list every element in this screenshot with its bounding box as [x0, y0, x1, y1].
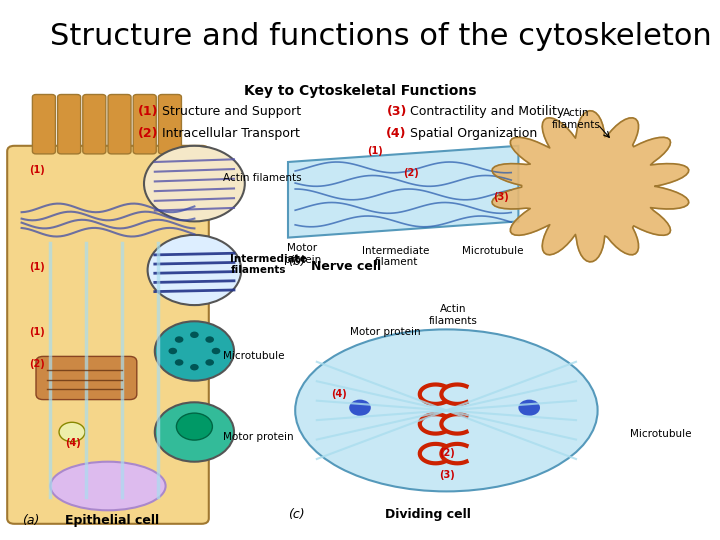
Text: (2): (2) [138, 127, 158, 140]
Circle shape [518, 400, 540, 416]
Text: Intermediate
filament: Intermediate filament [362, 246, 430, 267]
FancyBboxPatch shape [83, 94, 106, 154]
FancyBboxPatch shape [158, 94, 181, 154]
Circle shape [168, 348, 177, 354]
Text: Intracellular Transport: Intracellular Transport [162, 127, 300, 140]
Text: (3): (3) [387, 105, 407, 118]
Text: (4): (4) [331, 389, 347, 399]
Text: Contractility and Motility: Contractility and Motility [410, 105, 564, 118]
Text: (2): (2) [29, 359, 45, 369]
Circle shape [190, 332, 199, 338]
Text: Spatial Organization: Spatial Organization [410, 127, 538, 140]
FancyBboxPatch shape [58, 94, 81, 154]
Text: Dividing cell: Dividing cell [385, 508, 472, 522]
Circle shape [176, 413, 212, 440]
Text: Microtubule: Microtubule [630, 429, 691, 440]
Text: (c): (c) [288, 508, 305, 522]
Text: (2): (2) [403, 167, 419, 178]
Text: (b): (b) [288, 254, 305, 268]
Circle shape [148, 235, 241, 305]
Circle shape [59, 422, 85, 442]
Circle shape [175, 336, 184, 343]
Circle shape [155, 402, 234, 462]
Circle shape [212, 348, 220, 354]
Text: Structure and functions of the cytoskeleton: Structure and functions of the cytoskele… [50, 22, 712, 51]
FancyBboxPatch shape [7, 146, 209, 524]
Text: Intermediate
filaments: Intermediate filaments [230, 254, 307, 275]
Text: Motor protein: Motor protein [350, 327, 420, 337]
Text: (3): (3) [439, 470, 455, 480]
Text: Motor protein: Motor protein [223, 433, 294, 442]
Text: (1): (1) [29, 262, 45, 272]
Circle shape [155, 321, 234, 381]
Circle shape [190, 364, 199, 370]
FancyBboxPatch shape [32, 94, 55, 154]
Text: (1): (1) [29, 327, 45, 337]
FancyBboxPatch shape [133, 94, 156, 154]
Circle shape [349, 400, 371, 416]
Circle shape [144, 146, 245, 221]
Text: Epithelial cell: Epithelial cell [65, 514, 159, 527]
Ellipse shape [295, 329, 598, 491]
Text: (1): (1) [138, 105, 158, 118]
Text: Actin
filaments: Actin filaments [429, 305, 478, 326]
Text: (2): (2) [439, 448, 455, 458]
FancyBboxPatch shape [108, 94, 131, 154]
Text: (1): (1) [367, 146, 383, 156]
Text: (4): (4) [387, 127, 407, 140]
Text: Actin
filaments: Actin filaments [552, 108, 600, 130]
Text: (4): (4) [65, 437, 81, 448]
Text: Structure and Support: Structure and Support [162, 105, 301, 118]
FancyBboxPatch shape [36, 356, 137, 400]
Circle shape [175, 359, 184, 366]
Polygon shape [288, 146, 518, 238]
Text: (a): (a) [22, 514, 39, 527]
Text: Motor
protein: Motor protein [284, 243, 321, 265]
Circle shape [205, 336, 214, 343]
Polygon shape [492, 111, 689, 262]
Text: Nerve cell: Nerve cell [310, 260, 381, 273]
Text: Key to Cytoskeletal Functions: Key to Cytoskeletal Functions [244, 84, 476, 98]
Ellipse shape [50, 462, 166, 510]
Circle shape [205, 359, 214, 366]
Text: Microtubule: Microtubule [223, 352, 284, 361]
Text: (3): (3) [493, 192, 509, 202]
Text: Actin filaments: Actin filaments [223, 173, 302, 183]
Text: (1): (1) [29, 165, 45, 175]
Text: Microtubule: Microtubule [462, 246, 524, 256]
